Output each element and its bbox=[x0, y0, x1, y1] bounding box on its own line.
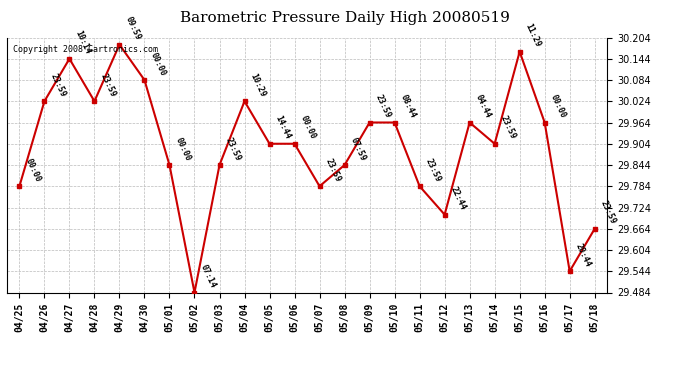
Text: 00:00: 00:00 bbox=[299, 114, 317, 141]
Text: 00:00: 00:00 bbox=[174, 136, 193, 162]
Text: Barometric Pressure Daily High 20080519: Barometric Pressure Daily High 20080519 bbox=[180, 11, 510, 25]
Text: 08:44: 08:44 bbox=[399, 93, 417, 120]
Text: 23:59: 23:59 bbox=[374, 93, 393, 120]
Text: 22:44: 22:44 bbox=[448, 185, 468, 212]
Text: Copyright 2008 Cartronics.com: Copyright 2008 Cartronics.com bbox=[13, 45, 158, 54]
Text: 23:59: 23:59 bbox=[224, 136, 242, 162]
Text: 23:59: 23:59 bbox=[99, 72, 117, 99]
Text: 00:00: 00:00 bbox=[549, 93, 568, 120]
Text: 20:44: 20:44 bbox=[574, 242, 593, 268]
Text: 11:29: 11:29 bbox=[524, 22, 542, 49]
Text: 14:44: 14:44 bbox=[274, 114, 293, 141]
Text: 23:59: 23:59 bbox=[48, 72, 68, 99]
Text: 04:44: 04:44 bbox=[474, 93, 493, 120]
Text: 10:14: 10:14 bbox=[74, 30, 92, 56]
Text: 07:14: 07:14 bbox=[199, 263, 217, 290]
Text: 07:59: 07:59 bbox=[348, 136, 368, 162]
Text: 00:00: 00:00 bbox=[23, 157, 42, 183]
Text: 09:59: 09:59 bbox=[124, 15, 142, 42]
Text: 23:59: 23:59 bbox=[599, 200, 618, 226]
Text: 23:59: 23:59 bbox=[324, 157, 342, 183]
Text: 00:00: 00:00 bbox=[148, 51, 168, 77]
Text: 23:59: 23:59 bbox=[424, 157, 442, 183]
Text: 10:29: 10:29 bbox=[248, 72, 268, 99]
Text: 23:59: 23:59 bbox=[499, 114, 518, 141]
